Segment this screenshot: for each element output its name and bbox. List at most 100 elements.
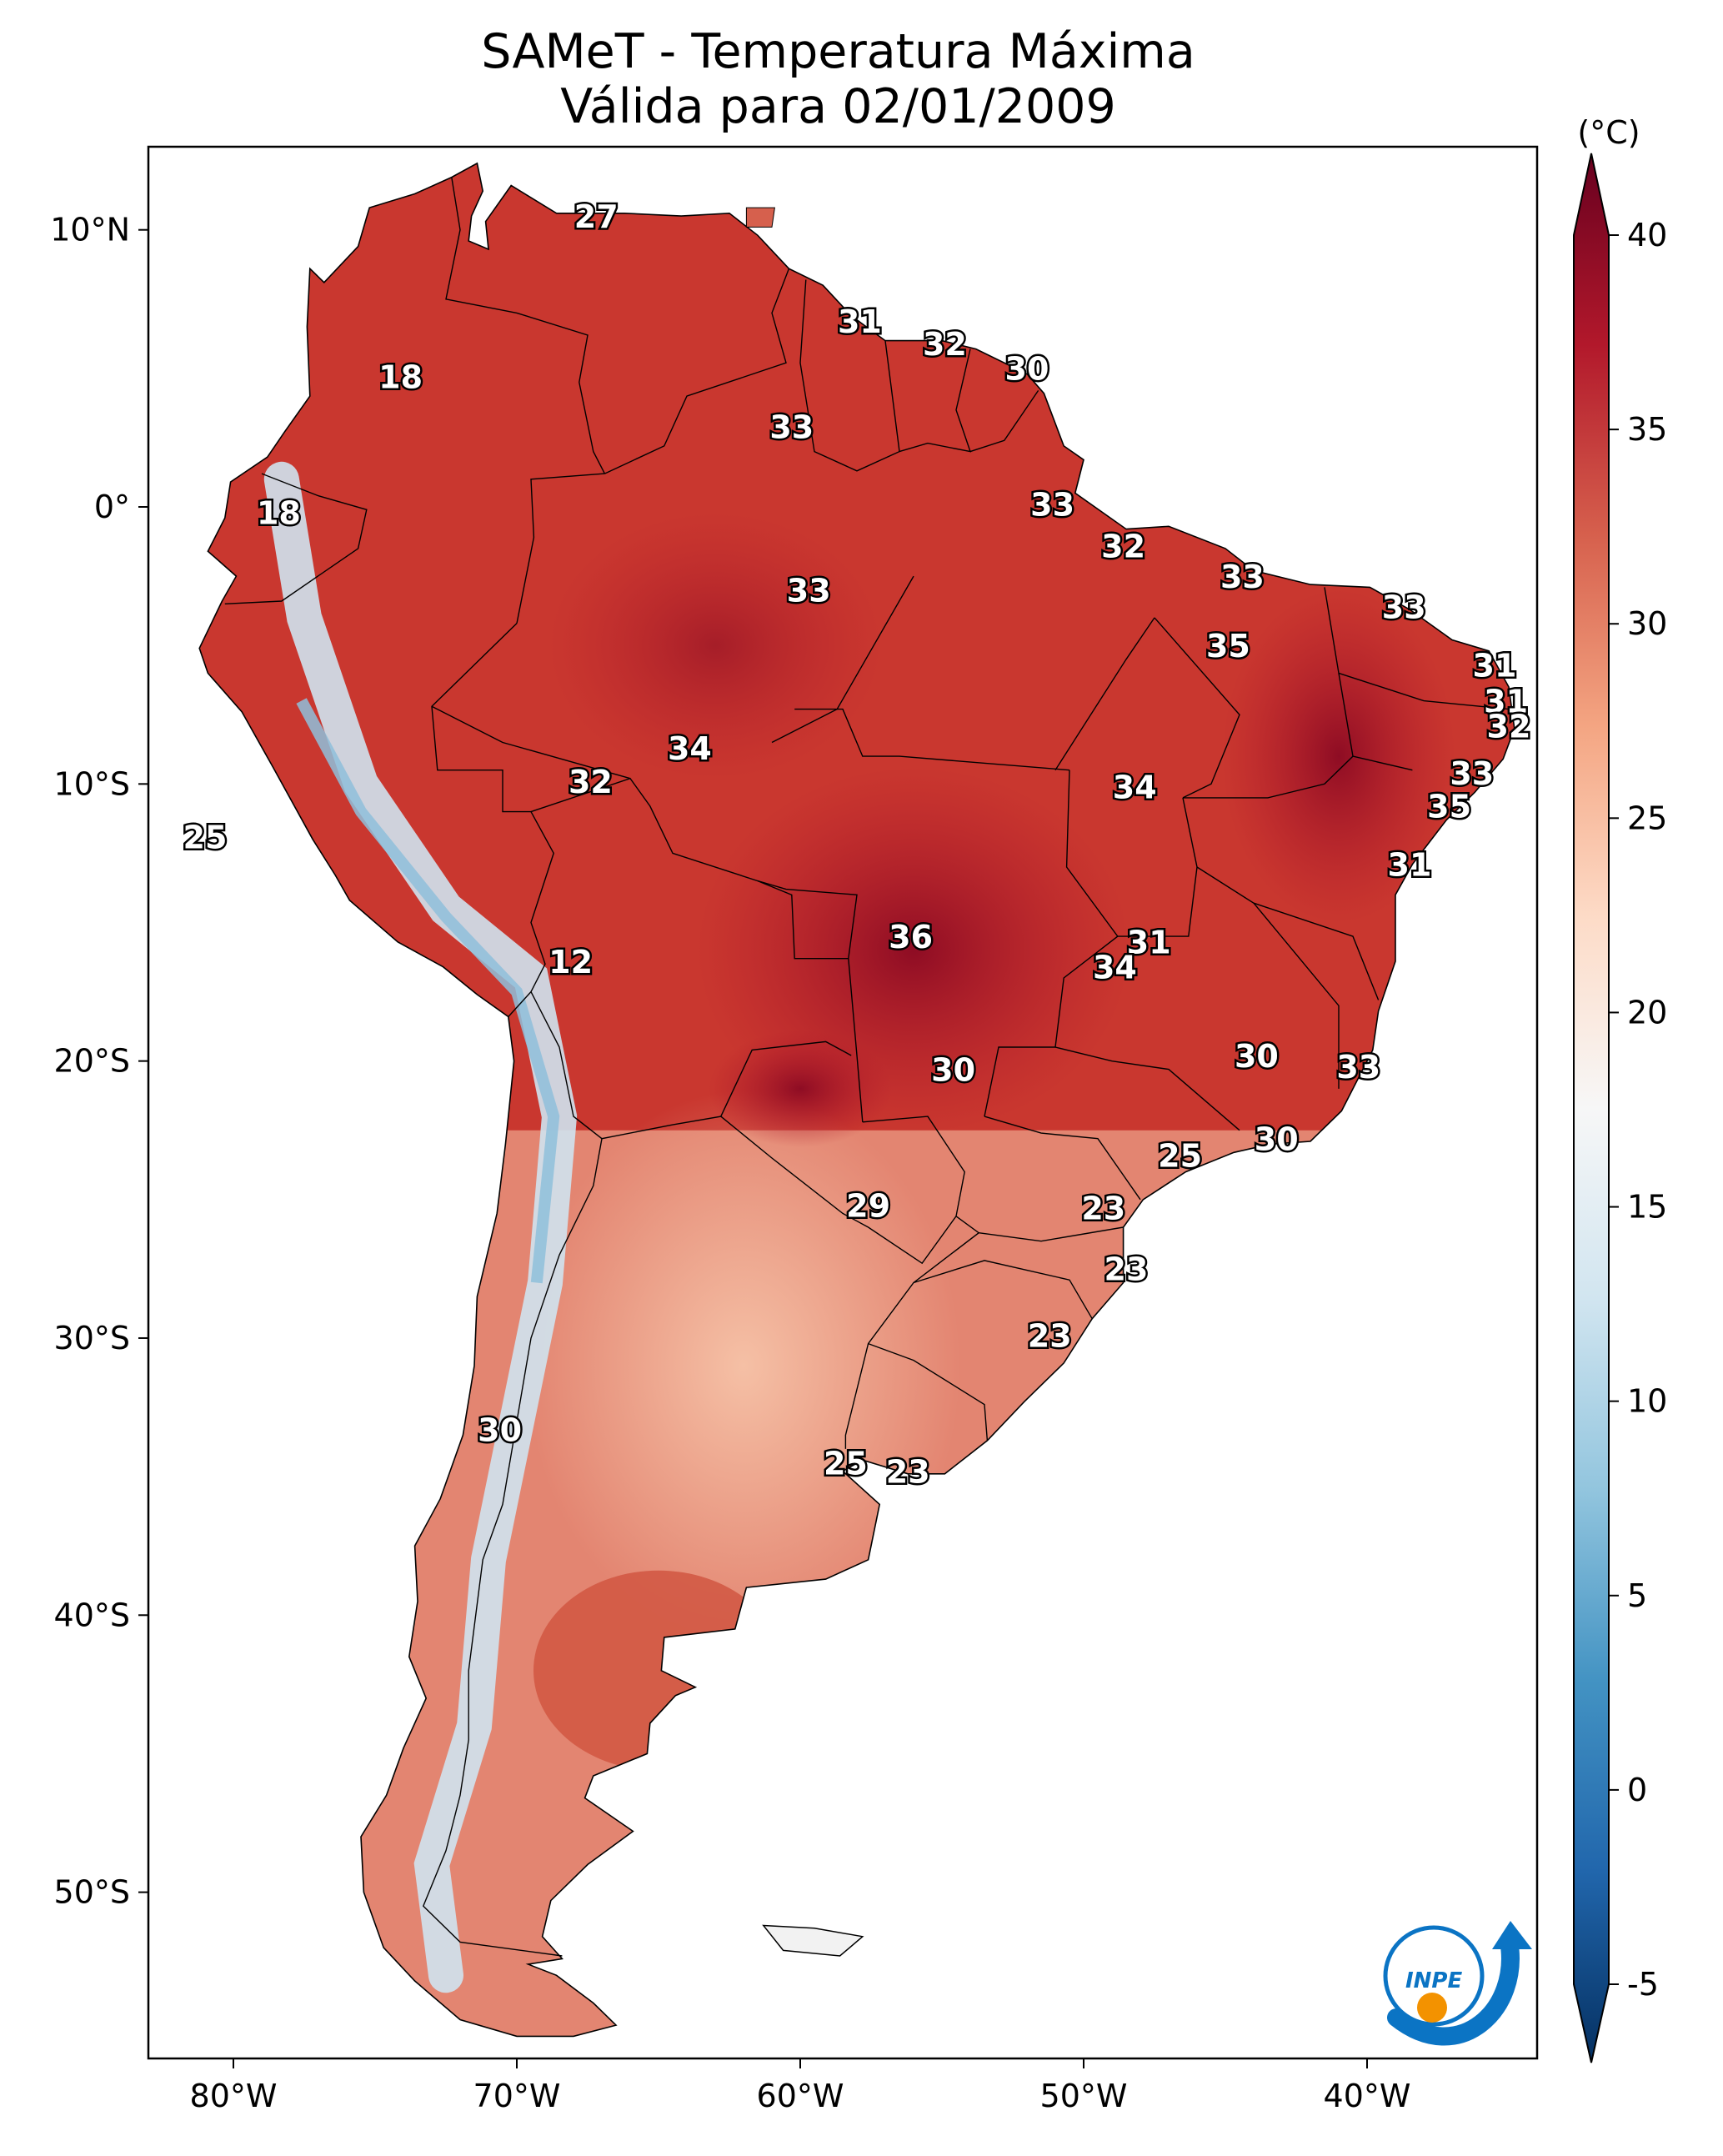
border-line [757, 880, 858, 959]
border-line [1154, 617, 1240, 799]
border-line [984, 770, 1119, 1117]
border-line [1196, 866, 1380, 1000]
political-borders [224, 177, 1510, 1957]
station-label: 36 [889, 919, 933, 955]
border-line [1117, 797, 1198, 937]
colorbar-tick-label: -5 [1627, 1966, 1659, 2003]
colorbar-unit-label: (°C) [1577, 114, 1640, 151]
station-label: 33 [1030, 487, 1074, 524]
border-line [1253, 902, 1340, 1089]
inpe-logo-text: INPE [1405, 1968, 1462, 1993]
station-label: 33 [1450, 755, 1494, 792]
x-tick-label: 70°W [473, 2078, 561, 2114]
border-line [913, 1260, 1093, 1320]
border-line [445, 177, 606, 474]
station-label: 27 [574, 198, 619, 235]
station-label: 23 [1104, 1251, 1149, 1288]
border-line [984, 1116, 1141, 1201]
border-line [431, 705, 631, 780]
border-line [794, 708, 1070, 771]
station-label: 34 [1113, 769, 1157, 805]
y-tick-label: 20°S [54, 1043, 130, 1080]
station-label: 31 [1473, 647, 1517, 684]
map-subtitle: Válida para 02/01/2009 [560, 79, 1116, 134]
inpe-logo: INPE [1383, 1921, 1532, 2046]
border-line [868, 1342, 989, 1441]
station-label: 29 [846, 1187, 890, 1224]
station-label: 23 [886, 1453, 930, 1490]
station-label: 33 [787, 573, 831, 609]
amazon-warm-core [548, 512, 882, 780]
chaco-hot-core [709, 1030, 892, 1147]
station-label: 18 [257, 494, 301, 531]
station-label: 32 [1487, 708, 1531, 745]
station-label: 33 [1336, 1049, 1380, 1086]
y-tick-label: 10°N [50, 212, 130, 248]
x-tick-label: 80°W [190, 2078, 278, 2114]
station-label: 31 [1484, 683, 1528, 720]
station-label: 30 [478, 1411, 522, 1448]
station-label: 35 [1206, 628, 1250, 664]
border-line [530, 777, 864, 1122]
colorbar: 40 35 30 25 20 15 10 5 0 -5 (°C) [1573, 114, 1667, 2063]
station-label: 32 [568, 764, 613, 800]
station-label: 25 [1158, 1137, 1202, 1174]
x-tick-label: 50°W [1040, 2078, 1128, 2114]
colorbar-tick-label: 30 [1627, 605, 1667, 642]
falkland-islands [762, 1924, 864, 1957]
colorbar-tick-label: 35 [1627, 411, 1667, 448]
northeast-hot-core [1222, 589, 1455, 924]
inpe-logo-ring [1383, 1925, 1485, 2027]
border-line [771, 575, 914, 744]
map-title: SAMeT - Temperatura Máxima [481, 24, 1195, 79]
y-tick-label: 0° [94, 489, 130, 525]
inpe-logo-swoosh [1387, 1932, 1520, 2046]
station-label: 30 [1255, 1121, 1299, 1158]
station-label: 23 [1028, 1317, 1072, 1354]
station-label: 33 [1220, 559, 1265, 595]
x-tick-label: 60°W [757, 2078, 844, 2114]
station-label: 25 [824, 1445, 868, 1482]
border-line [799, 279, 900, 472]
station-label: 34 [1093, 949, 1137, 985]
station-label: 12 [548, 944, 593, 980]
border-line [720, 1116, 957, 1265]
station-label: 25 [183, 819, 228, 855]
andes-cold-core [296, 698, 560, 1284]
border-line [1054, 1046, 1240, 1131]
station-label: 32 [923, 326, 967, 363]
border-line [530, 991, 852, 1140]
x-tick-label: 40°W [1324, 2078, 1411, 2114]
inpe-logo-dot [1417, 1993, 1447, 2023]
border-line [516, 473, 605, 624]
station-label: 23 [1081, 1191, 1125, 1227]
border-line [1054, 617, 1155, 771]
station-label: 32 [1101, 528, 1145, 564]
x-axis-ticks: 80°W 70°W 60°W 50°W 40°W [190, 2058, 1411, 2114]
colorbar-tick-label: 5 [1627, 1577, 1647, 1614]
trinidad-island [745, 207, 775, 228]
colorbar-tick-label: 10 [1627, 1383, 1667, 1420]
station-label: 30 [931, 1051, 975, 1088]
colorbar-tick-label: 25 [1627, 800, 1667, 836]
colorbar-bar [1573, 153, 1610, 2063]
border-line [1338, 672, 1510, 710]
station-label: 34 [668, 730, 712, 767]
y-tick-label: 50°S [54, 1874, 130, 1911]
border-line [1183, 755, 1354, 799]
y-tick-label: 10°S [54, 765, 130, 802]
border-line [969, 390, 1039, 453]
colorbar-tick-label: 20 [1627, 994, 1667, 1030]
station-label: 33 [1382, 589, 1426, 625]
border-line [979, 1226, 1124, 1242]
border-line [604, 268, 790, 474]
station-label: 18 [378, 359, 423, 396]
station-label: 31 [1388, 847, 1432, 884]
border-line [1324, 587, 1413, 771]
station-label: 30 [1235, 1038, 1279, 1075]
station-label: 33 [769, 409, 814, 445]
y-tick-label: 40°S [54, 1597, 130, 1633]
station-label: 31 [1127, 925, 1171, 961]
